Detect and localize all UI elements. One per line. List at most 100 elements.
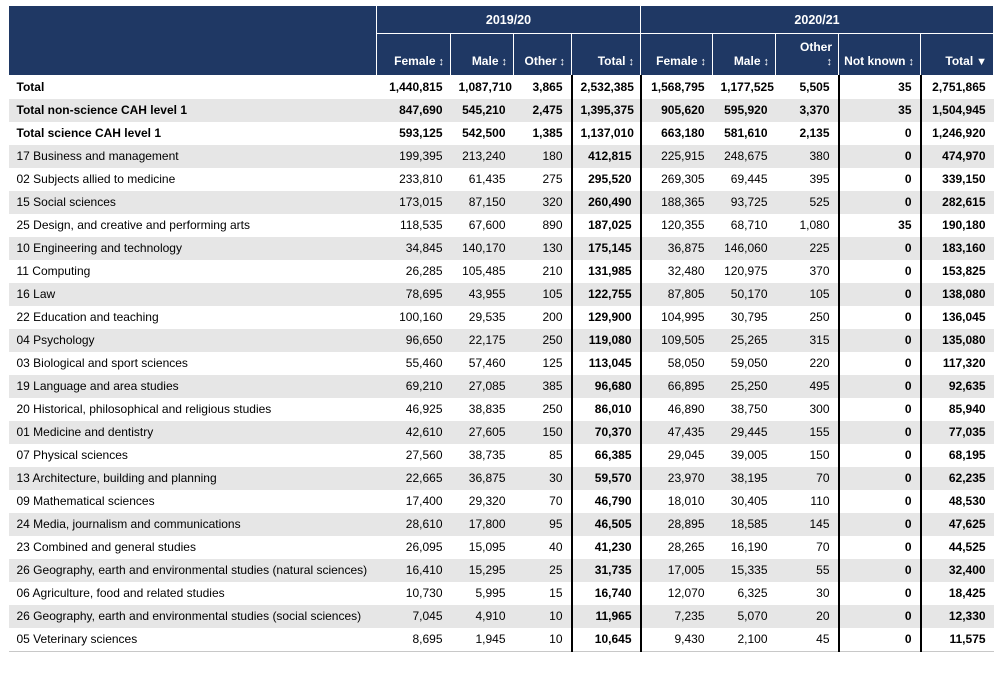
cell-value: 173,015 (376, 191, 451, 214)
cell-value: 140,170 (450, 237, 514, 260)
cell-value: 4,910 (450, 605, 514, 628)
cell-value: 70 (775, 536, 839, 559)
cell-value: 0 (837, 237, 921, 260)
cell-value: 412,815 (570, 145, 642, 168)
cell-value: 86,010 (570, 398, 642, 421)
cell-value: 96,650 (376, 329, 451, 352)
cell-value: 155 (775, 421, 839, 444)
cell-value: 117,320 (919, 352, 994, 375)
cell-value: 12,330 (919, 605, 994, 628)
column-header-male-2020-21[interactable]: Male ↕ (712, 33, 776, 76)
cell-value: 150 (775, 444, 839, 467)
column-header-other-2020-21[interactable]: Other ↕ (775, 33, 839, 76)
sort-toggle-icon[interactable]: ↕ (559, 56, 566, 68)
cell-value: 260,490 (570, 191, 642, 214)
sort-toggle-icon[interactable]: ↕ (438, 56, 445, 68)
table-row: 16 Law 78,695 43,955 105 122,755 87,805 50,170… (8, 283, 994, 306)
column-header-total-2019-20[interactable]: Total ↕ (571, 33, 641, 76)
sort-toggle-icon[interactable]: ↕ (501, 56, 508, 68)
cell-value: 295,520 (570, 168, 642, 191)
cell-value: 474,970 (919, 145, 994, 168)
column-label: Male (733, 54, 761, 68)
cell-value: 15,335 (712, 559, 776, 582)
column-label: Other (524, 54, 557, 68)
cell-value: 30,795 (712, 306, 776, 329)
cell-value: 35 (837, 75, 921, 99)
cell-value: 30,405 (712, 490, 776, 513)
table-row: Total science CAH level 1 593,125 542,500 1… (8, 122, 994, 145)
column-label: Not known (844, 54, 906, 68)
row-label: 23 Combined and general studies (8, 536, 377, 559)
cell-value: 120,355 (640, 214, 713, 237)
cell-value: 130 (513, 237, 572, 260)
cell-value: 0 (837, 260, 921, 283)
table-header: 2019/20 2020/21 Female ↕ Male ↕ Other ↕ Total ↕ Fe… (8, 5, 995, 76)
column-label: Total (597, 54, 626, 68)
cell-value: 905,620 (640, 99, 713, 122)
column-header-other-2019-20[interactable]: Other ↕ (513, 33, 572, 76)
cell-value: 0 (837, 582, 921, 605)
cell-value: 66,895 (640, 375, 713, 398)
cell-value: 1,385 (513, 122, 572, 145)
cell-value: 0 (837, 513, 921, 536)
cell-value: 32,480 (640, 260, 713, 283)
cell-value: 17,800 (450, 513, 514, 536)
sort-toggle-icon[interactable]: ↕ (700, 56, 707, 68)
cell-value: 129,900 (570, 306, 642, 329)
cell-value: 188,365 (640, 191, 713, 214)
cell-value: 150 (513, 421, 572, 444)
cell-value: 45 (775, 628, 839, 652)
cell-value: 199,395 (376, 145, 451, 168)
cell-value: 0 (837, 628, 921, 652)
row-label: 09 Mathematical sciences (8, 490, 377, 513)
column-header-not-known-2020-21[interactable]: Not known ↕ (838, 33, 921, 76)
cell-value: 145 (775, 513, 839, 536)
cell-value: 27,560 (376, 444, 451, 467)
cell-value: 0 (837, 122, 921, 145)
cell-value: 68,195 (919, 444, 994, 467)
column-header-total-2020-21[interactable]: Total ▼ (919, 33, 995, 76)
cell-value: 29,535 (450, 306, 514, 329)
column-header-female-2020-21[interactable]: Female ↕ (640, 33, 713, 76)
cell-value: 250 (513, 329, 572, 352)
cell-value: 38,835 (450, 398, 514, 421)
cell-value: 62,235 (919, 467, 994, 490)
table-row: 06 Agriculture, food and related studies… (8, 582, 994, 605)
row-label: Total non-science CAH level 1 (8, 99, 377, 122)
row-label: 11 Computing (8, 260, 377, 283)
cell-value: 10 (513, 605, 572, 628)
cell-value: 0 (837, 306, 921, 329)
cell-value: 10 (513, 628, 572, 652)
cell-value: 190,180 (919, 214, 994, 237)
column-header-female-2019-20[interactable]: Female ↕ (376, 33, 451, 76)
sort-toggle-icon[interactable]: ↕ (628, 56, 635, 68)
cell-value: 2,135 (775, 122, 839, 145)
sort-descending-icon[interactable]: ▼ (976, 56, 988, 68)
table-corner-header (8, 5, 377, 76)
cell-value: 2,475 (513, 99, 572, 122)
row-label: 16 Law (8, 283, 377, 306)
cell-value: 663,180 (640, 122, 713, 145)
row-label: Total (8, 75, 377, 99)
sort-toggle-icon[interactable]: ↕ (908, 56, 915, 68)
statistics-table: 2019/20 2020/21 Female ↕ Male ↕ Other ↕ Total ↕ Fe… (8, 5, 995, 652)
cell-value: 339,150 (919, 168, 994, 191)
sort-toggle-icon[interactable]: ↕ (826, 56, 833, 68)
table-body: Total 1,440,815 1,087,710 3,865 2,532,385 1,5… (8, 75, 994, 652)
cell-value: 135,080 (919, 329, 994, 352)
cell-value: 42,610 (376, 421, 451, 444)
cell-value: 35 (837, 214, 921, 237)
column-header-male-2019-20[interactable]: Male ↕ (450, 33, 514, 76)
cell-value: 92,635 (919, 375, 994, 398)
cell-value: 2,751,865 (919, 75, 994, 99)
cell-value: 58,050 (640, 352, 713, 375)
cell-value: 113,045 (570, 352, 642, 375)
sort-toggle-icon[interactable]: ↕ (763, 56, 770, 68)
cell-value: 180 (513, 145, 572, 168)
cell-value: 38,195 (712, 467, 776, 490)
cell-value: 27,085 (450, 375, 514, 398)
cell-value: 581,610 (712, 122, 776, 145)
cell-value: 69,445 (712, 168, 776, 191)
table-row: 05 Veterinary sciences 8,695 1,945 10 10,645… (8, 628, 994, 652)
cell-value: 31,735 (570, 559, 642, 582)
